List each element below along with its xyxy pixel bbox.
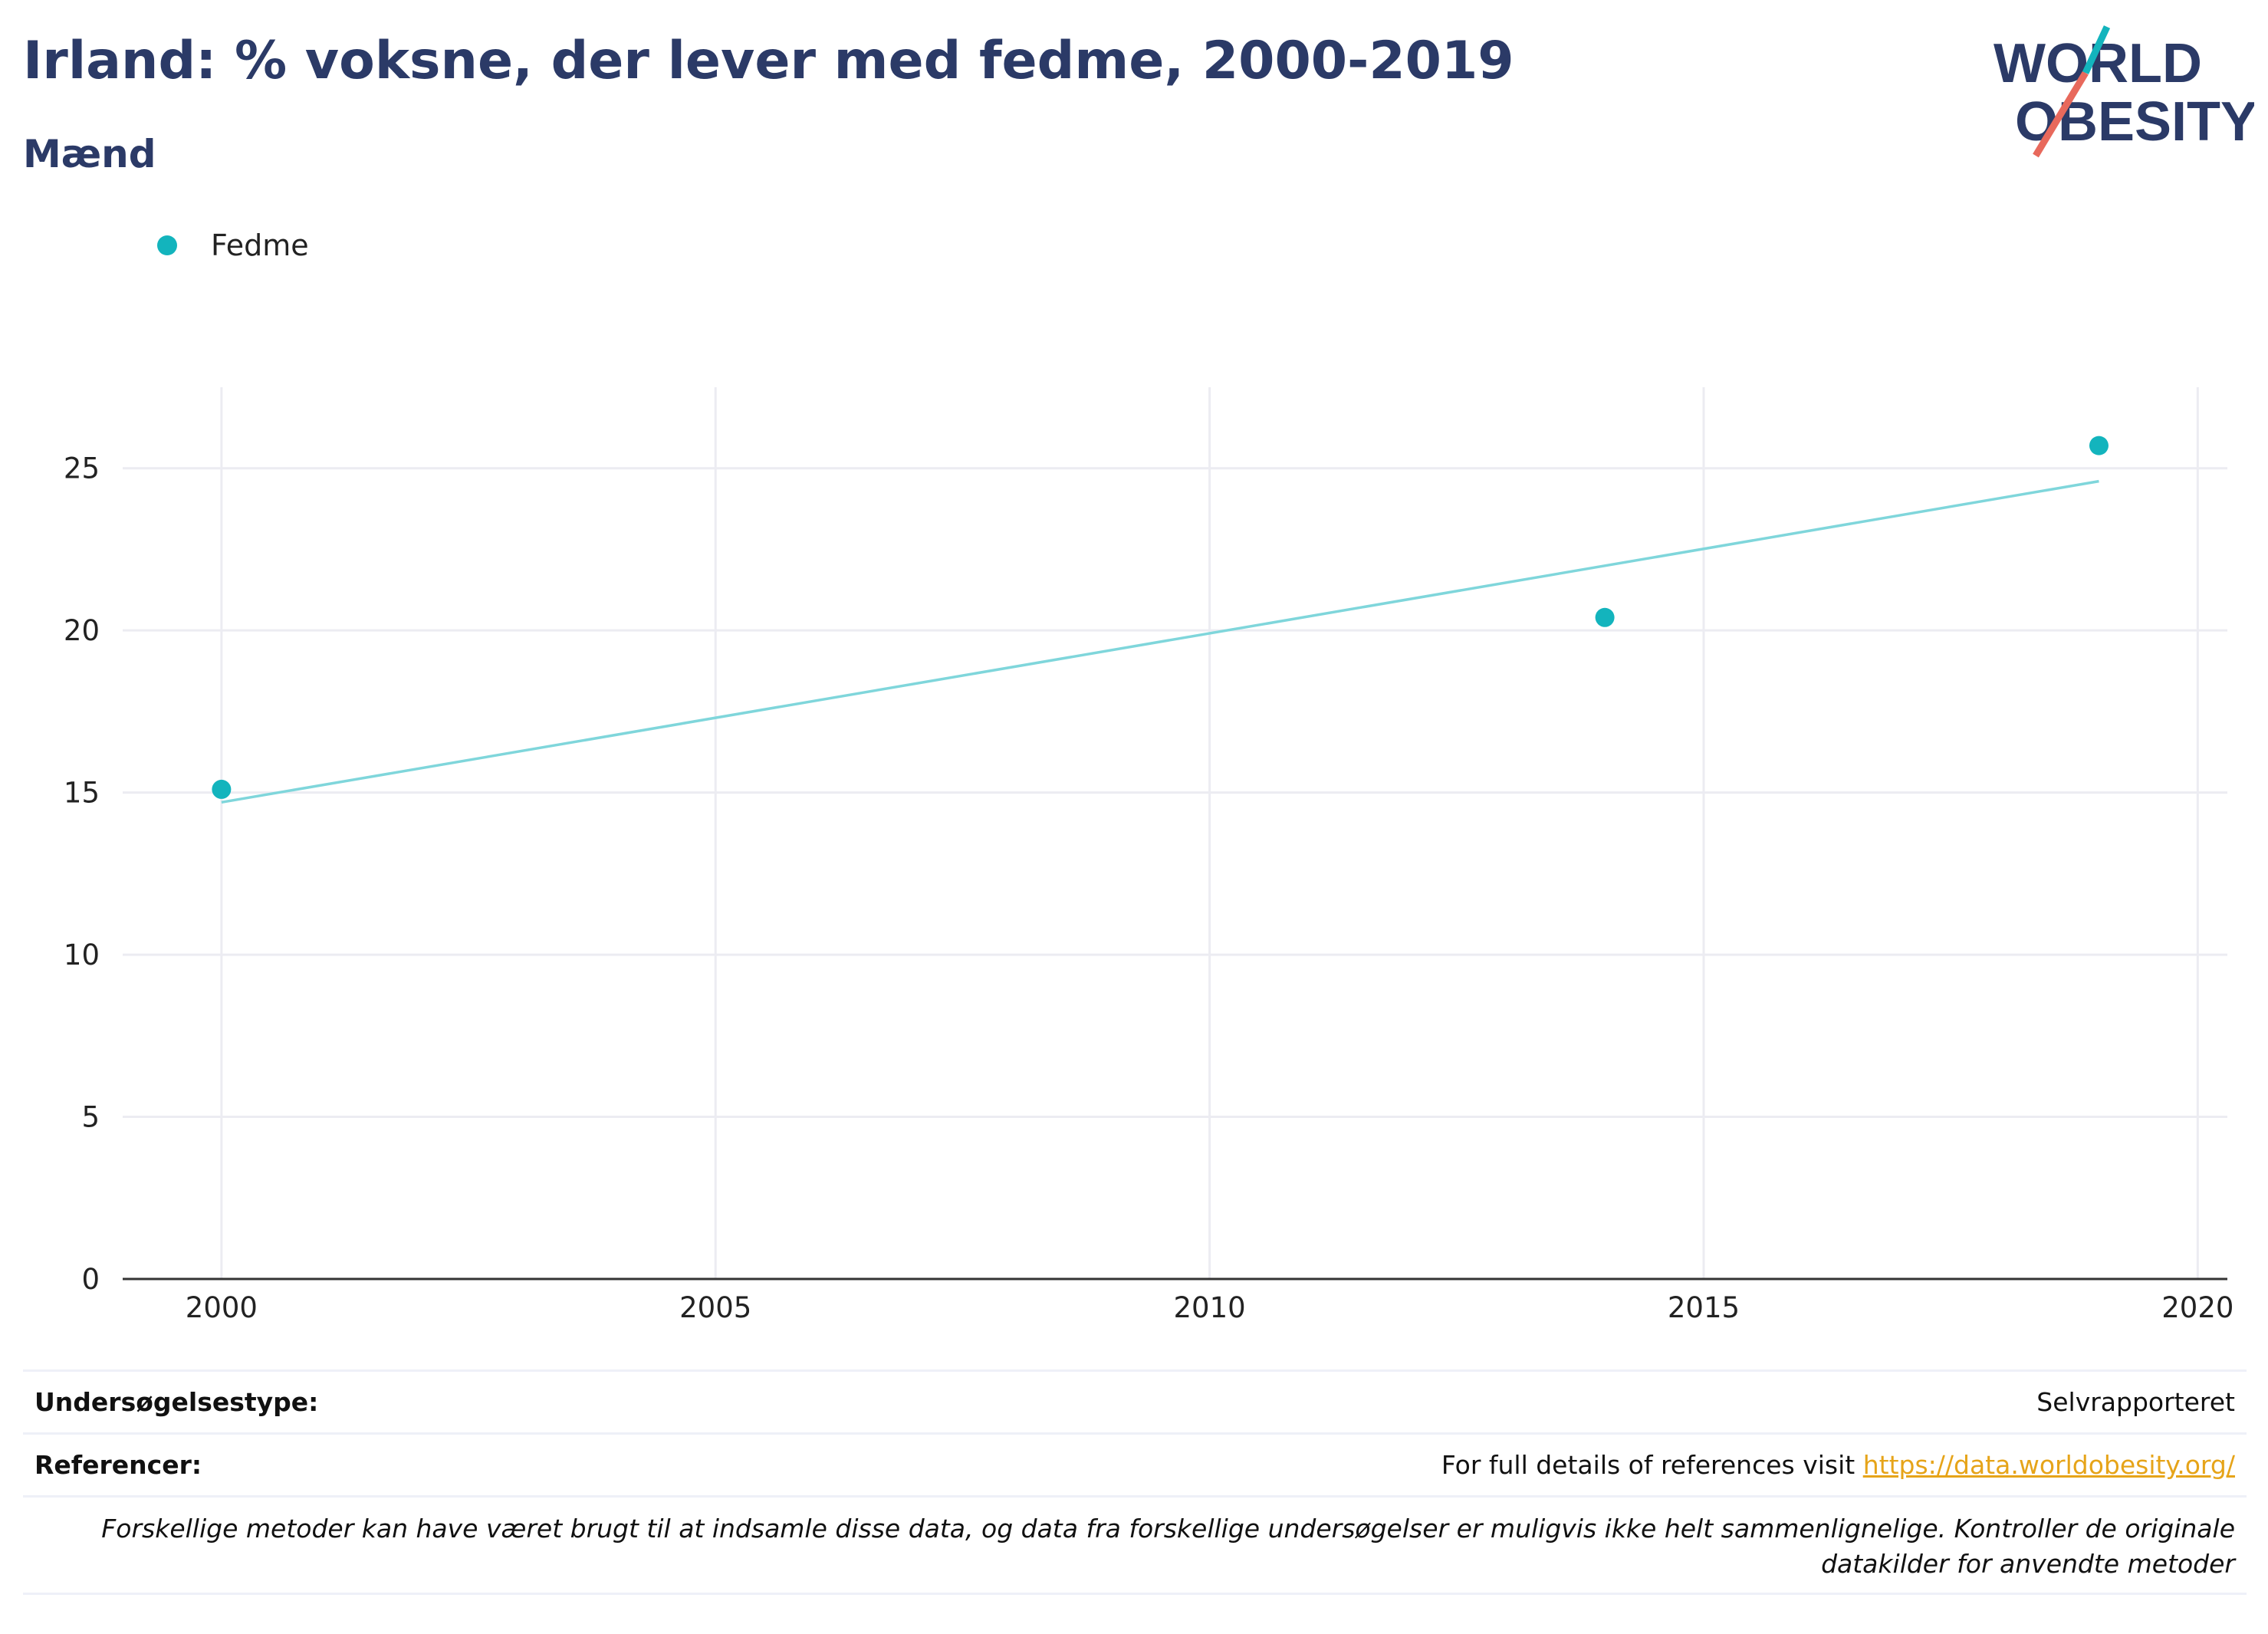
world-obesity-logo: WORLD OBESITY	[1994, 25, 2254, 158]
references-text: For full details of references visit	[1441, 1450, 1863, 1480]
legend-label: Fedme	[211, 228, 309, 262]
y-tick-label: 15	[64, 777, 100, 810]
references-link[interactable]: https://data.worldobesity.org/	[1862, 1450, 2235, 1480]
y-tick-label: 0	[81, 1263, 100, 1296]
chart-legend: Fedme	[157, 228, 309, 262]
data-point	[212, 779, 232, 799]
x-tick-label: 2015	[1668, 1291, 1740, 1324]
survey-type-value: Selvrapporteret	[2036, 1387, 2235, 1417]
x-tick-label: 2005	[679, 1291, 751, 1324]
chart-area: 2000 2005 2010 2015 2020 0 5 10 15 20 25	[64, 387, 2233, 1324]
page-title: Irland: % voksne, der lever med fedme, 2…	[23, 31, 1514, 91]
logo-teal-slash	[2082, 25, 2111, 74]
logo-red-slash	[2033, 71, 2089, 158]
trend-line	[221, 479, 2099, 804]
y-tick-label: 5	[81, 1101, 100, 1134]
y-tick-label: 10	[64, 939, 100, 972]
references-row: Referencer: For full details of referenc…	[23, 1432, 2247, 1495]
x-tick-label: 2000	[186, 1291, 258, 1324]
x-tick-label: 2010	[1174, 1291, 1246, 1324]
references-label: Referencer:	[35, 1450, 202, 1480]
survey-type-row: Undersøgelsestype: Selvrapporteret	[23, 1369, 2247, 1432]
data-point	[2089, 436, 2109, 455]
methods-note: Forskellige metoder kan have været brugt…	[23, 1495, 2247, 1595]
data-point	[1595, 607, 1615, 627]
page-subtitle: Mænd	[23, 132, 156, 176]
y-tick-label: 20	[64, 614, 100, 647]
y-tick-label: 25	[64, 452, 100, 485]
survey-type-label: Undersøgelsestype:	[35, 1387, 319, 1417]
x-tick-label: 2020	[2161, 1291, 2233, 1324]
legend-marker	[157, 235, 177, 255]
references-value: For full details of references visit htt…	[1441, 1450, 2235, 1480]
